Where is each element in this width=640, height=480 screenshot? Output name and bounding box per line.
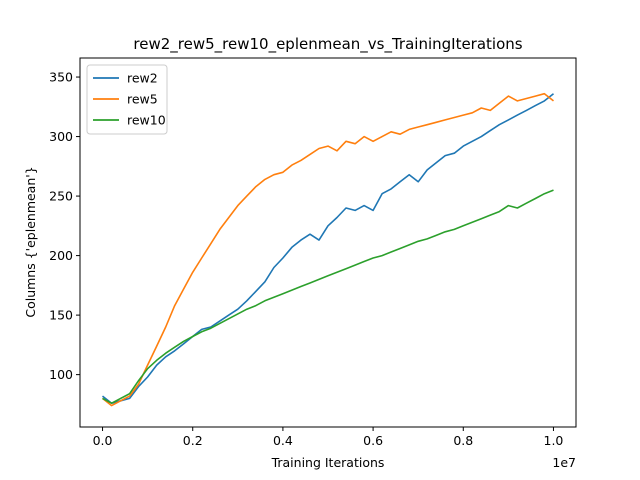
y-tick-label: 200 <box>49 248 73 263</box>
y-axis-label: Columns {'eplenmean'} <box>23 166 38 317</box>
y-axis: 100 150 200 250 300 350 <box>49 70 80 382</box>
x-tick-label: 0.2 <box>183 433 203 448</box>
legend-box <box>86 64 168 135</box>
legend-label-rew10: rew10 <box>127 113 166 128</box>
chart-title: rew2_rew5_rew10_eplenmean_vs_TrainingIte… <box>133 35 522 54</box>
x-tick-label: 0.0 <box>93 433 113 448</box>
y-tick-label: 350 <box>49 70 73 85</box>
y-tick-label: 250 <box>49 189 73 204</box>
series-line-rew10 <box>102 189 554 405</box>
legend-label-rew2: rew2 <box>127 71 158 86</box>
series-line-rew2 <box>102 93 554 405</box>
legend-label-rew5: rew5 <box>127 92 158 107</box>
x-tick-label: 0.8 <box>453 433 473 448</box>
series-layer <box>102 92 554 407</box>
plot-area-frame <box>79 57 577 428</box>
y-tick-label: 300 <box>49 129 73 144</box>
x-axis-label: Training Iterations <box>271 455 385 470</box>
x-axis: 0.0 0.2 0.4 0.6 0.8 1.0 <box>93 427 564 448</box>
y-tick-label: 150 <box>49 308 73 323</box>
y-tick-label: 100 <box>49 367 73 382</box>
legend: rew2 rew5 rew10 <box>86 64 168 135</box>
x-tick-label: 0.4 <box>273 433 293 448</box>
x-tick-label: 0.6 <box>363 433 383 448</box>
series-line-rew5 <box>102 92 554 407</box>
x-axis-offset-label: 1e7 <box>552 455 576 470</box>
x-tick-label: 1.0 <box>544 433 564 448</box>
